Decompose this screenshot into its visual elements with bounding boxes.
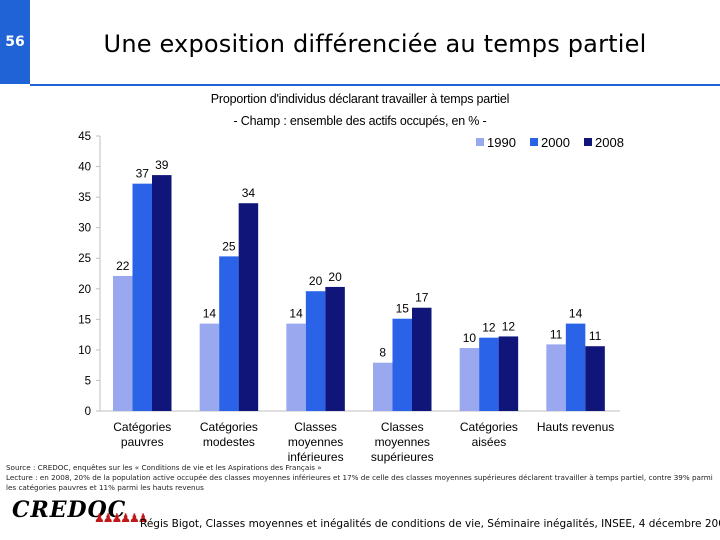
bar-2000 [392,318,412,411]
data-label: 14 [203,307,217,321]
legend-swatch-1990 [476,138,484,146]
data-label: 10 [463,331,477,345]
people-figures-icon: ♟♟♟♟♟♟ [94,511,149,525]
data-label: 39 [155,158,169,172]
bar-2000 [219,256,239,411]
bar-2008 [585,346,605,411]
data-label: 22 [116,259,130,273]
bar-1990 [546,344,566,411]
bar-2008 [152,175,172,411]
y-tick-label: 15 [78,314,91,326]
category-label: Catégories pauvres [113,420,171,449]
legend-label: 2000 [541,135,570,150]
y-tick-label: 0 [85,406,91,418]
data-label: 12 [502,319,516,333]
legend-swatch-2000 [530,138,538,146]
data-label: 20 [309,274,323,288]
slide-title: Une exposition différenciée au temps par… [103,30,647,58]
bar-2000 [565,323,586,411]
bar-1990 [286,323,306,411]
source-note: Source : CREDOC, enquêtes sur les « Cond… [6,463,718,493]
data-label: 12 [482,321,496,335]
source-line: Source : CREDOC, enquêtes sur les « Cond… [6,463,322,472]
data-label: 14 [569,307,583,321]
data-label: 25 [222,239,236,253]
bar-1990 [199,323,220,411]
y-tick-label: 35 [78,192,91,204]
data-label: 11 [589,329,602,343]
data-label: 14 [289,307,303,321]
category-label: Classes moyennes supérieures [371,420,434,464]
logo-text: CREDOC [12,497,127,523]
category-label: Classes moyennes inférieures [288,420,344,464]
source-line: les catégories pauvres et 11% parmi les … [6,483,204,492]
category-label: Hauts revenus [537,420,614,434]
category-label: Catégories modestes [200,420,258,449]
footer-text: Régis Bigot, Classes moyennes et inégali… [140,518,720,530]
y-tick-label: 20 [78,284,91,296]
data-label: 17 [415,291,429,305]
legend-label: 1990 [487,135,516,150]
legend-label: 2008 [595,135,624,150]
category-label: Catégories aisées [460,420,518,449]
y-tick-label: 45 [78,131,91,143]
y-tick-label: 10 [78,345,91,357]
y-tick-label: 30 [78,223,91,235]
y-tick-label: 5 [85,375,91,387]
bar-2008 [412,307,432,411]
chart-subtitle-line1: Proportion d'individus déclarant travail… [210,92,510,106]
credoc-logo: CREDOC ♟♟♟♟♟♟ [8,497,149,535]
data-label: 34 [242,186,256,200]
bar-2008 [325,286,345,411]
bar-2008 [238,203,259,411]
bar-1990 [459,348,480,411]
y-tick-label: 25 [78,253,91,265]
source-line: Lecture : en 2008, 20% de la population … [6,473,713,482]
slide-number-box [0,0,30,84]
header-divider [30,84,720,86]
chart-subtitle-line2: - Champ : ensemble des actifs occupés, e… [233,114,487,128]
y-tick-label: 40 [78,162,91,174]
bar-1990 [373,362,393,411]
data-label: 8 [379,346,386,360]
data-label: 11 [550,327,563,341]
bar-1990 [113,275,133,411]
bar-2000 [305,291,326,411]
data-label: 37 [136,167,150,181]
bar-2000 [132,183,152,411]
slide-number: 56 [5,34,25,50]
data-label: 15 [396,302,410,316]
bar-2000 [479,337,499,411]
legend-swatch-2008 [584,138,592,146]
data-label: 20 [328,270,342,284]
bar-2008 [498,336,519,411]
